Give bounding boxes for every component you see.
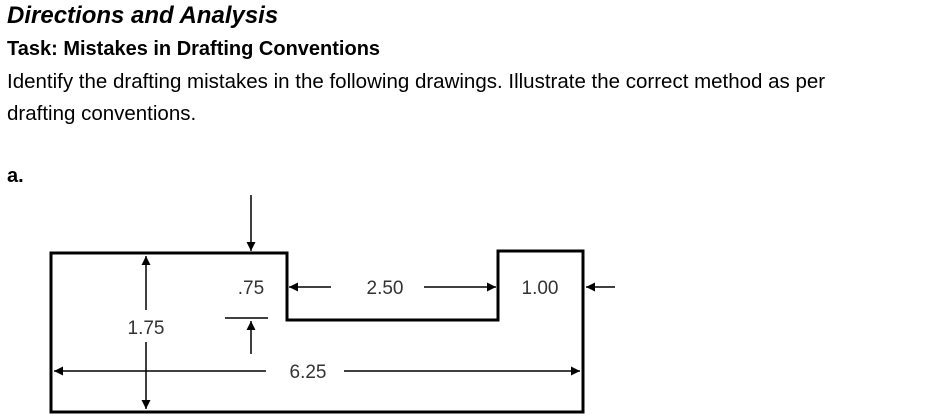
- dimension-overall-width: 6.25: [290, 362, 327, 383]
- part-outline: [49, 249, 585, 414]
- page-title: Directions and Analysis: [7, 2, 279, 29]
- dimension-notch-width: 2.50: [367, 278, 404, 299]
- dimension-overall-height: 1.75: [128, 318, 165, 339]
- instructions-text-continued: drafting conventions.: [7, 102, 197, 125]
- dimension-notch-depth: .75: [238, 278, 264, 299]
- dimension-step-width: 1.00: [522, 278, 559, 299]
- task-heading: Task: Mistakes in Drafting Conventions: [7, 38, 381, 60]
- instructions-text: Identify the drafting mistakes in the fo…: [7, 70, 826, 93]
- item-label: a.: [7, 165, 24, 187]
